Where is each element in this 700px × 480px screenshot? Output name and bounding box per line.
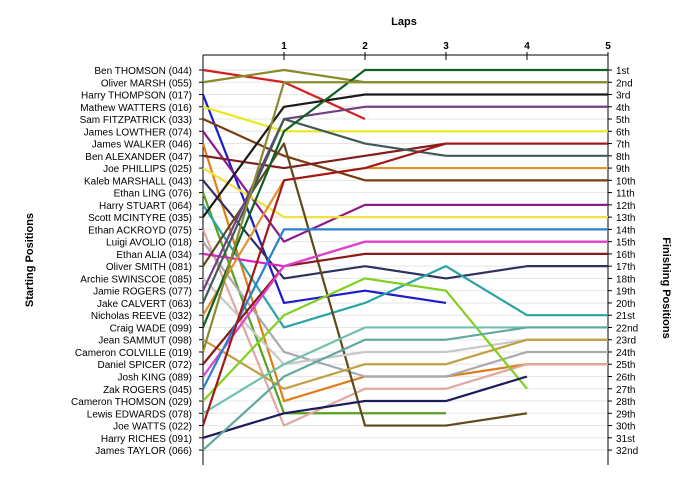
starting-position-label: James TAYLOR (066) <box>95 446 192 457</box>
starting-position-label: James LOWTHER (074) <box>84 127 192 138</box>
starting-position-label: James WALKER (046) <box>92 140 192 151</box>
starting-position-label: Cameron COLVILLE (019) <box>75 348 192 359</box>
finishing-position-label: 13th <box>616 213 635 224</box>
series-line <box>202 179 608 280</box>
finishing-position-label: 14th <box>616 225 635 236</box>
series-line <box>201 117 608 304</box>
finishing-position-label: 8th <box>616 152 630 163</box>
series-line <box>202 277 528 402</box>
finishing-position-label: 21st <box>616 311 635 322</box>
starting-position-label: Harry RICHES (091) <box>101 434 192 445</box>
finishing-position-label: 28th <box>616 397 635 408</box>
x-tick-label: 2 <box>362 41 368 52</box>
series-line <box>202 252 608 365</box>
starting-position-label: Harry THOMPSON (017) <box>81 91 192 102</box>
finishing-position-label: 25th <box>616 360 635 371</box>
x-tick-labels: 1 2 3 4 5 <box>281 41 611 52</box>
starting-position-label: Kaleb MARSHALL (043) <box>84 176 192 187</box>
starting-position-label: Cameron THOMSON (029) <box>71 397 192 408</box>
series-line <box>202 166 608 316</box>
series-lines <box>201 68 608 451</box>
finishing-position-label: 20th <box>616 299 635 310</box>
finishing-position-label: 31st <box>616 434 635 445</box>
starting-position-label: Ethan ACKROYD (075) <box>88 225 192 236</box>
starting-position-label: Oliver MARSH (055) <box>101 78 192 89</box>
finishing-position-label: 26th <box>616 373 635 384</box>
finishing-position-label: 27th <box>616 385 635 396</box>
starting-position-label: Ethan ALIA (034) <box>116 250 192 261</box>
finishing-position-label: 32nd <box>616 446 638 457</box>
starting-position-label: Mathew WATTERS (016) <box>80 103 192 114</box>
chart-title: Laps <box>391 16 417 28</box>
finishing-position-label: 1st <box>616 66 630 77</box>
finishing-position-label: 18th <box>616 274 635 285</box>
starting-position-label: Jake CALVERT (063) <box>97 299 192 310</box>
starting-position-label: Jamie ROGERS (077) <box>93 287 192 298</box>
starting-position-labels: Ben THOMSON (044)Oliver MARSH (055) Harry… <box>71 66 192 457</box>
finishing-position-label: 16th <box>616 250 635 261</box>
finishing-position-label: 5th <box>616 115 630 126</box>
finishing-position-label: 15th <box>616 238 635 249</box>
starting-position-label: Joe WATTS (022) <box>113 422 192 433</box>
starting-position-label: Craig WADE (099) <box>110 323 192 334</box>
series-line <box>201 68 608 328</box>
starting-position-label: Joe PHILLIPS (025) <box>103 164 192 175</box>
finishing-position-label: 10th <box>616 176 635 187</box>
starting-position-label: Jean SAMMUT (098) <box>98 336 192 347</box>
starting-position-label: Lewis EDWARDS (078) <box>87 409 192 420</box>
starting-position-label: Harry STUART (064) <box>99 201 192 212</box>
finishing-position-label: 6th <box>616 127 630 138</box>
starting-position-label: Sam FITZPATRICK (033) <box>80 115 192 126</box>
series-line <box>201 228 608 427</box>
finishing-position-label: 4th <box>616 103 630 114</box>
starting-position-label: Daniel SPICER (072) <box>98 360 192 371</box>
series-line <box>201 81 608 353</box>
y-axis-label-right: Finishing Positions <box>660 237 672 338</box>
finishing-position-labels: 1st2nd3rd4th5th6th7th8th9th10th11th12th1… <box>616 66 638 457</box>
series-line <box>202 240 608 378</box>
finishing-position-label: 11th <box>616 189 635 200</box>
finishing-position-label: 2nd <box>616 78 633 89</box>
series-line <box>202 375 528 439</box>
finishing-position-label: 12th <box>616 201 635 212</box>
starting-position-label: Ethan LING (076) <box>114 189 192 200</box>
series-line <box>202 240 608 378</box>
finishing-position-label: 9th <box>616 164 630 175</box>
finishing-position-label: 30th <box>616 422 635 433</box>
finishing-position-label: 3rd <box>616 91 630 102</box>
axes <box>199 52 612 465</box>
starting-position-label: Scott MCINTYRE (035) <box>88 213 192 224</box>
x-tick-label: 3 <box>443 41 449 52</box>
starting-position-label: Oliver SMITH (081) <box>106 262 192 273</box>
starting-position-label: Zak ROGERS (045) <box>103 385 192 396</box>
starting-position-label: Ben THOMSON (044) <box>94 66 192 77</box>
series-line <box>202 167 608 219</box>
x-tick-label: 4 <box>524 41 530 52</box>
finishing-position-label: 29th <box>616 409 635 420</box>
series-line <box>201 142 608 426</box>
finishing-position-label: 23rd <box>616 336 636 347</box>
finishing-position-label: 7th <box>616 140 630 151</box>
series-line <box>202 142 528 427</box>
starting-position-label: Nicholas REEVE (032) <box>91 311 192 322</box>
starting-position-label: Ben ALEXANDER (047) <box>85 152 192 163</box>
finishing-position-label: 19th <box>616 287 635 298</box>
starting-position-label: Josh KING (089) <box>118 373 192 384</box>
x-tick-label: 5 <box>605 41 611 52</box>
y-axis-label-left: Starting Positions <box>24 213 36 307</box>
series-line <box>202 326 608 451</box>
starting-position-label: Archie SWINSCOE (085) <box>80 274 192 285</box>
finishing-position-label: 24th <box>616 348 635 359</box>
series-line <box>202 228 608 390</box>
series-line <box>202 338 608 390</box>
x-tick-label: 1 <box>281 41 287 52</box>
finishing-position-label: 22nd <box>616 323 638 334</box>
finishing-position-label: 17th <box>616 262 635 273</box>
starting-position-label: Luigi AVOLIO (018) <box>106 238 192 249</box>
